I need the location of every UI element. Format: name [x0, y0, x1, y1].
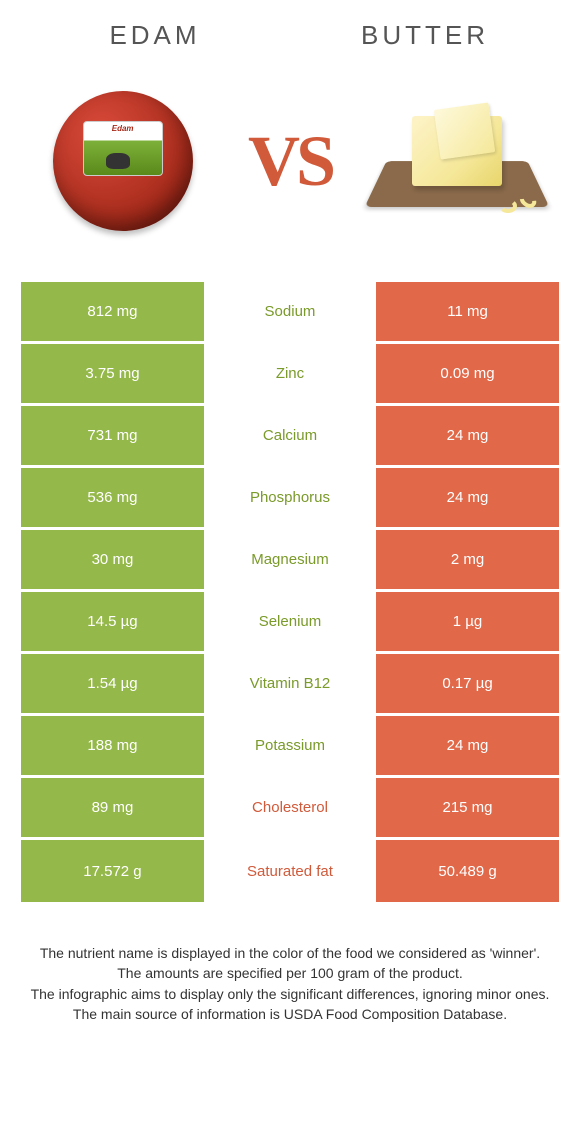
nutrient-name: Zinc [204, 344, 376, 403]
table-row: 14.5 µgSelenium1 µg [21, 592, 559, 654]
images-row: Edam VS [20, 81, 560, 241]
right-value: 24 mg [376, 716, 559, 775]
footer-line: The main source of information is USDA F… [26, 1004, 554, 1024]
nutrient-name: Saturated fat [204, 840, 376, 902]
left-value: 89 mg [21, 778, 204, 837]
nutrient-table: 812 mgSodium11 mg3.75 mgZinc0.09 mg731 m… [20, 281, 560, 903]
table-row: 3.75 mgZinc0.09 mg [21, 344, 559, 406]
nutrient-name: Magnesium [204, 530, 376, 589]
table-row: 731 mgCalcium24 mg [21, 406, 559, 468]
right-value: 24 mg [376, 468, 559, 527]
footer-line: The amounts are specified per 100 gram o… [26, 963, 554, 983]
table-row: 1.54 µgVitamin B120.17 µg [21, 654, 559, 716]
table-row: 536 mgPhosphorus24 mg [21, 468, 559, 530]
left-value: 812 mg [21, 282, 204, 341]
footer-line: The infographic aims to display only the… [26, 984, 554, 1004]
nutrient-name: Cholesterol [204, 778, 376, 837]
footer-notes: The nutrient name is displayed in the co… [20, 943, 560, 1024]
right-value: 1 µg [376, 592, 559, 651]
right-value: 0.17 µg [376, 654, 559, 713]
nutrient-name: Vitamin B12 [204, 654, 376, 713]
nutrient-name: Potassium [204, 716, 376, 775]
table-row: 89 mgCholesterol215 mg [21, 778, 559, 840]
left-value: 30 mg [21, 530, 204, 589]
left-value: 731 mg [21, 406, 204, 465]
table-row: 188 mgPotassium24 mg [21, 716, 559, 778]
table-row: 812 mgSodium11 mg [21, 282, 559, 344]
right-value: 0.09 mg [376, 344, 559, 403]
nutrient-name: Calcium [204, 406, 376, 465]
right-value: 215 mg [376, 778, 559, 837]
vs-label: VS [248, 120, 332, 203]
table-row: 30 mgMagnesium2 mg [21, 530, 559, 592]
nutrient-name: Sodium [204, 282, 376, 341]
right-value: 2 mg [376, 530, 559, 589]
edam-label-icon: Edam [83, 121, 163, 176]
nutrient-name: Selenium [204, 592, 376, 651]
footer-line: The nutrient name is displayed in the co… [26, 943, 554, 963]
nutrient-name: Phosphorus [204, 468, 376, 527]
left-value: 536 mg [21, 468, 204, 527]
right-value: 50.489 g [376, 840, 559, 902]
left-food-title: EDAM [47, 20, 263, 51]
left-value: 17.572 g [21, 840, 204, 902]
left-value: 14.5 µg [21, 592, 204, 651]
left-value: 1.54 µg [21, 654, 204, 713]
left-value: 188 mg [21, 716, 204, 775]
right-value: 11 mg [376, 282, 559, 341]
right-food-title: BUTTER [317, 20, 533, 51]
butter-image [377, 81, 537, 241]
right-value: 24 mg [376, 406, 559, 465]
header-row: EDAM BUTTER [20, 20, 560, 51]
edam-image: Edam [43, 81, 203, 241]
edam-cheese-icon: Edam [53, 91, 193, 231]
butter-icon [377, 101, 537, 221]
left-value: 3.75 mg [21, 344, 204, 403]
table-row: 17.572 gSaturated fat50.489 g [21, 840, 559, 902]
